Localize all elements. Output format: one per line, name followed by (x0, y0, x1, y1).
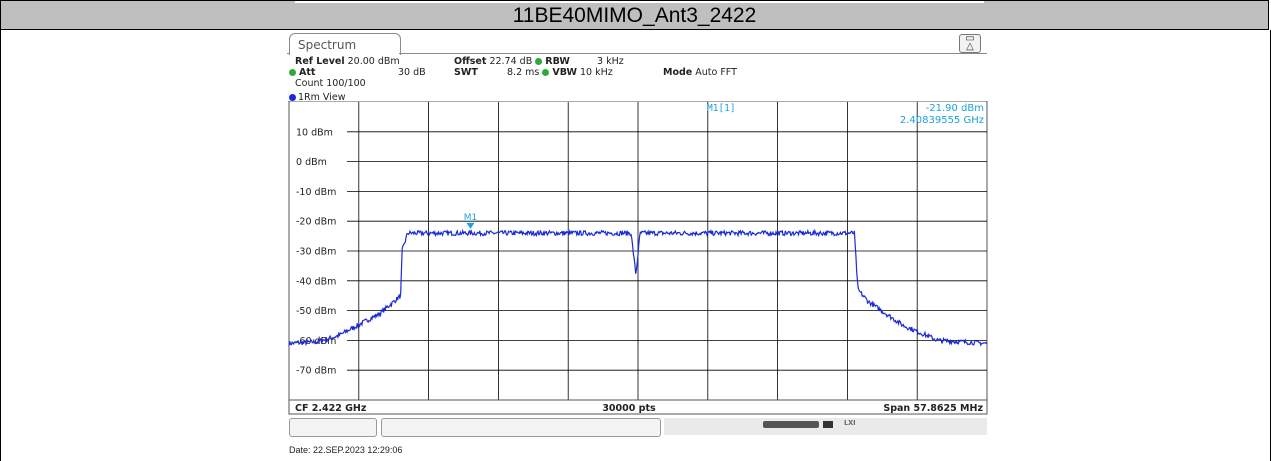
title-bar-top-gap (295, 1, 984, 3)
y-tick-label: -10 dBm (296, 187, 336, 198)
center-frequency-label: CF 2.422 GHz (295, 403, 367, 414)
spectrum-trace (288, 228, 988, 347)
rbw-status-dot-icon (535, 58, 543, 65)
marker-tag: M1 (464, 213, 478, 223)
offset: Offset 22.74 dB RBW (454, 56, 570, 67)
y-tick-label: 10 dBm (296, 127, 333, 138)
sweep-points-label: 30000 pts (602, 403, 656, 414)
swt-label: SWT (454, 67, 478, 78)
display-config-icon[interactable]: ▭ △ (959, 34, 981, 53)
y-tick-label: -20 dBm (296, 217, 336, 228)
span-label: Span 57.8625 MHz (883, 403, 983, 414)
marker-frequency-label: 2.40839555 GHz (900, 115, 984, 126)
tab-baseline-left (287, 53, 290, 54)
tab-spectrum[interactable]: Spectrum (289, 33, 401, 55)
vbw-status-dot-icon (542, 69, 550, 76)
y-tick-label: -40 dBm (296, 276, 336, 287)
ref-level: Ref Level 20.00 dBm (295, 56, 400, 67)
status-field-2[interactable] (381, 418, 661, 437)
instrument-settings: Ref Level 20.00 dBm Offset 22.74 dB RBW … (287, 54, 990, 90)
spectrum-screenshot: Spectrum ▭ △ Ref Level 20.00 dBm Offset 2… (287, 32, 990, 440)
marker-name-label: M1[1] (707, 103, 736, 114)
rbw-value: 3 kHz (597, 56, 624, 67)
trace-view-label: 1Rm View (289, 92, 345, 103)
y-tick-label: -60 dBm (296, 336, 336, 347)
marker-triangle-icon (466, 222, 475, 229)
att-status-dot-icon (289, 69, 296, 76)
y-tick-label: -50 dBm (296, 306, 336, 317)
y-tick-label: -70 dBm (296, 366, 336, 377)
marker-level-label: -21.90 dBm (926, 103, 984, 114)
lxi-icon: ʟxı (844, 417, 856, 427)
att: Att (289, 67, 315, 78)
capture-date: Date: 22.SEP.2023 12:29:06 (289, 445, 403, 455)
att-value: 30 dB (398, 67, 426, 78)
sweep-count: Count 100/100 (295, 78, 366, 89)
tab-baseline (399, 53, 987, 54)
measuring-progress (763, 421, 819, 428)
mode: Mode Auto FFT (663, 67, 737, 78)
progress-end-icon (823, 421, 833, 428)
spectrum-plot: 10 dBm 0 dBm -10 dBm -20 dBm -30 dBm -40 dBm -… (288, 101, 988, 415)
swt: 8.2 ms VBW 10 kHz (507, 67, 613, 78)
status-bar: ʟxı (287, 414, 990, 440)
report-title-bar: 11BE40MIMO_Ant3_2422 (0, 0, 1269, 30)
y-tick-label: -30 dBm (296, 247, 336, 258)
report-title: 11BE40MIMO_Ant3_2422 (512, 4, 757, 27)
status-field-1[interactable] (289, 418, 377, 437)
tab-spectrum-label: Spectrum (298, 38, 357, 52)
y-tick-label: 0 dBm (296, 157, 327, 168)
trace-dot-icon (289, 94, 296, 101)
